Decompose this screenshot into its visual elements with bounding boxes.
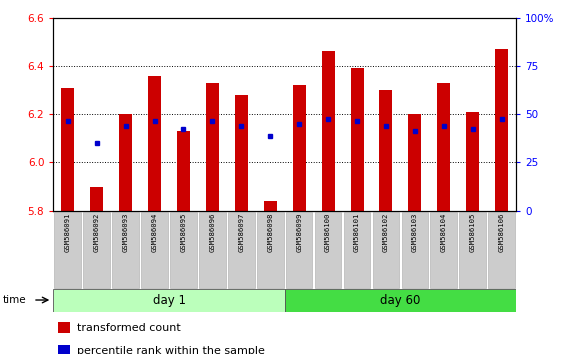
Bar <box>321 51 334 211</box>
FancyBboxPatch shape <box>286 212 312 288</box>
Bar <box>90 187 103 211</box>
FancyBboxPatch shape <box>402 212 428 288</box>
Bar <box>177 131 190 211</box>
FancyBboxPatch shape <box>488 212 515 288</box>
Bar <box>61 88 74 211</box>
FancyBboxPatch shape <box>284 289 516 312</box>
Text: day 1: day 1 <box>153 293 186 307</box>
Bar <box>58 345 71 354</box>
Bar <box>293 85 306 211</box>
Text: GSM586103: GSM586103 <box>412 213 418 252</box>
Text: GSM586101: GSM586101 <box>354 213 360 252</box>
Text: GSM586100: GSM586100 <box>325 213 331 252</box>
Bar <box>264 201 277 211</box>
Text: transformed count: transformed count <box>77 322 181 333</box>
Text: percentile rank within the sample: percentile rank within the sample <box>77 346 265 354</box>
FancyBboxPatch shape <box>257 212 283 288</box>
FancyBboxPatch shape <box>228 212 255 288</box>
Bar <box>148 75 161 211</box>
FancyBboxPatch shape <box>315 212 342 288</box>
FancyBboxPatch shape <box>54 212 81 288</box>
FancyBboxPatch shape <box>373 212 399 288</box>
Bar <box>58 322 71 333</box>
Text: GSM586098: GSM586098 <box>267 213 273 252</box>
FancyBboxPatch shape <box>430 212 457 288</box>
Text: GSM586091: GSM586091 <box>65 213 71 252</box>
Bar <box>495 49 508 211</box>
Text: GSM586102: GSM586102 <box>383 213 389 252</box>
Text: GSM586093: GSM586093 <box>123 213 128 252</box>
FancyBboxPatch shape <box>84 212 110 288</box>
Text: GSM586104: GSM586104 <box>441 213 447 252</box>
Text: GSM586092: GSM586092 <box>94 213 100 252</box>
Text: GSM586094: GSM586094 <box>151 213 158 252</box>
FancyBboxPatch shape <box>112 212 139 288</box>
Bar <box>235 95 248 211</box>
Text: time: time <box>3 295 26 305</box>
Text: GSM586099: GSM586099 <box>296 213 302 252</box>
FancyBboxPatch shape <box>199 212 226 288</box>
Bar <box>437 83 450 211</box>
Bar <box>206 83 219 211</box>
Text: GSM586095: GSM586095 <box>181 213 186 252</box>
Text: GSM586097: GSM586097 <box>238 213 245 252</box>
Text: GSM586105: GSM586105 <box>470 213 476 252</box>
Bar <box>351 68 364 211</box>
Bar <box>119 114 132 211</box>
Text: GSM586096: GSM586096 <box>209 213 215 252</box>
Bar <box>466 112 479 211</box>
Text: GSM586106: GSM586106 <box>499 213 505 252</box>
FancyBboxPatch shape <box>53 289 284 312</box>
Text: day 60: day 60 <box>380 293 421 307</box>
Bar <box>379 90 393 211</box>
FancyBboxPatch shape <box>459 212 486 288</box>
Bar <box>408 114 421 211</box>
FancyBboxPatch shape <box>170 212 197 288</box>
FancyBboxPatch shape <box>141 212 168 288</box>
FancyBboxPatch shape <box>344 212 370 288</box>
